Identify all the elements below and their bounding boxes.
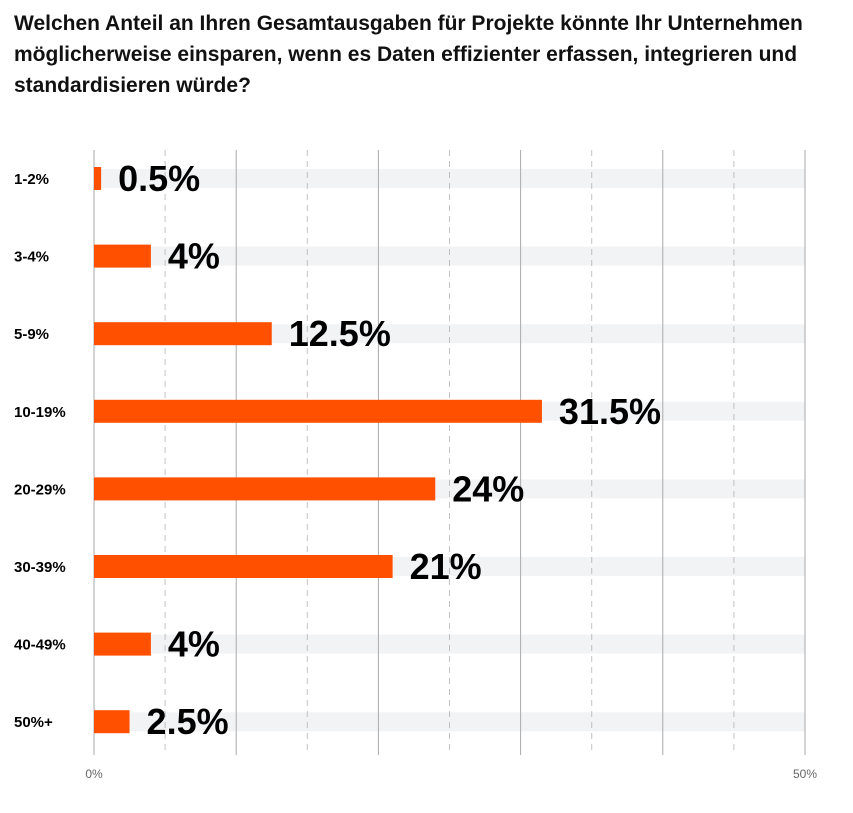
data-label: 12.5% [289,313,391,354]
bar [94,477,436,501]
bar [94,167,102,190]
bar [94,399,542,423]
bar-track [94,634,805,654]
category-label: 5-9% [14,326,49,343]
category-label: 3-4% [14,249,49,266]
bar [94,555,393,578]
data-label: 21% [410,546,482,587]
x-tick-label: 0% [85,767,103,781]
category-label: 40-49% [14,637,66,654]
data-label: 0.5% [118,158,200,199]
data-label: 24% [452,468,524,509]
category-label: 1-2% [14,171,49,188]
x-tick-label: 50% [793,767,817,781]
bar-track [94,712,805,732]
bar [94,632,151,656]
data-label: 2.5% [147,701,229,742]
bar [94,244,151,268]
category-label: 10-19% [14,404,66,421]
bar [94,322,272,346]
bar [94,710,130,734]
data-label: 31.5% [559,391,661,432]
data-label: 4% [168,236,220,277]
category-label: 20-29% [14,481,66,498]
bar-track [94,169,805,188]
chart-title: Welchen Anteil an Ihren Gesamtausgaben f… [14,12,803,97]
data-label: 4% [168,624,220,665]
category-label: 30-39% [14,559,66,576]
category-label: 50%+ [14,714,53,731]
bar-track [94,246,805,266]
